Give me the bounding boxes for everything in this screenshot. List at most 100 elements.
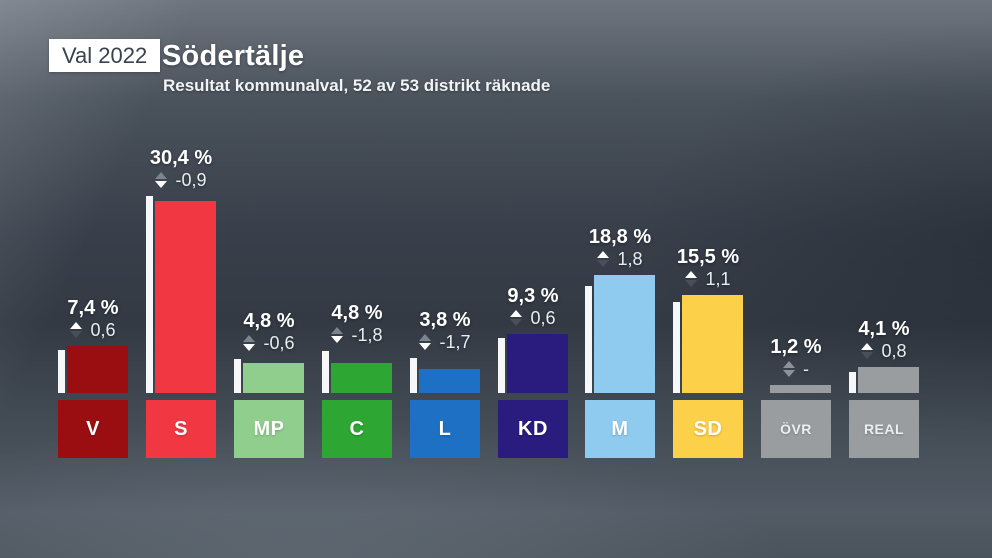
change-value: 0,6 [90, 320, 116, 340]
chart-subtitle: Resultat kommunalval, 52 av 53 distrikt … [163, 76, 551, 95]
value-labels: 4,1 % 0,8 [824, 318, 944, 361]
up-triangle-icon [331, 327, 344, 334]
trend-arrow-icon [419, 334, 432, 350]
party-column: 18,8 % 1,8 M [585, 0, 655, 558]
down-triangle-icon [243, 344, 256, 351]
party-label: ÖVR [761, 400, 831, 458]
party-label: SD [673, 400, 743, 458]
value-labels: 3,8 % -1,7 [385, 309, 505, 352]
change-value: 1,8 [617, 249, 643, 269]
change-value: - [803, 359, 809, 379]
previous-result-marker-icon [849, 372, 856, 393]
value-labels: 15,5 % 1,1 [648, 246, 768, 289]
up-triangle-icon [419, 334, 432, 341]
trend-arrow-icon [597, 251, 610, 267]
value-labels: 1,2 % - [736, 336, 856, 379]
down-triangle-icon [597, 260, 610, 267]
up-triangle-icon [861, 343, 874, 350]
trend-arrow-icon [331, 327, 344, 343]
change-value: -1,8 [351, 325, 383, 345]
down-triangle-icon [155, 181, 168, 188]
result-bar [682, 295, 743, 393]
result-bar [331, 363, 392, 393]
up-triangle-icon [510, 310, 523, 317]
down-triangle-icon [783, 370, 795, 377]
up-triangle-icon [597, 251, 610, 258]
previous-result-marker-icon [58, 350, 65, 393]
previous-result-marker-icon [234, 359, 241, 393]
party-label: V [58, 400, 128, 458]
change-row: -1,7 [385, 332, 505, 352]
election-year-badge: Val 2022 [49, 39, 161, 72]
down-triangle-icon [685, 280, 698, 287]
party-label: KD [498, 400, 568, 458]
party-label: MP [234, 400, 304, 458]
party-column: 30,4 % -0,9 S [146, 0, 216, 558]
party-column: 7,4 % 0,6 V [58, 0, 128, 558]
party-column: 4,1 % 0,8 REAL [849, 0, 919, 558]
party-label: L [410, 400, 480, 458]
value-labels: 9,3 % 0,6 [473, 285, 593, 328]
down-triangle-icon [510, 319, 523, 326]
party-column: 4,8 % -1,8 C [322, 0, 392, 558]
previous-result-marker-icon [410, 358, 417, 393]
change-value: 1,1 [705, 269, 731, 289]
up-triangle-icon [155, 172, 168, 179]
down-triangle-icon [331, 336, 344, 343]
change-row: 1,1 [648, 269, 768, 289]
trend-arrow-icon [685, 271, 698, 287]
result-percentage: 9,3 % [507, 285, 559, 307]
change-row: 0,6 [473, 308, 593, 328]
result-bar [594, 275, 655, 393]
result-percentage: 7,4 % [67, 297, 119, 319]
change-value: -0,9 [175, 170, 207, 190]
result-bar [155, 201, 216, 393]
party-column: 9,3 % 0,6 KD [498, 0, 568, 558]
previous-result-marker-icon [498, 338, 505, 393]
up-triangle-icon [783, 361, 795, 368]
result-bar [67, 346, 128, 393]
down-triangle-icon [70, 331, 83, 338]
change-value: -1,7 [439, 332, 471, 352]
result-percentage: 30,4 % [149, 147, 213, 169]
value-labels: 18,8 % 1,8 [560, 226, 680, 269]
party-label: M [585, 400, 655, 458]
trend-arrow-icon [783, 361, 795, 377]
result-percentage: 4,8 % [243, 310, 295, 332]
value-labels: 30,4 % -0,9 [121, 147, 241, 190]
result-percentage: 18,8 % [588, 226, 652, 248]
change-row: 1,8 [560, 249, 680, 269]
trend-arrow-icon [70, 322, 83, 338]
result-bar [243, 363, 304, 393]
party-label: C [322, 400, 392, 458]
change-row: -1,8 [297, 325, 417, 345]
result-bar [507, 334, 568, 393]
result-bar [419, 369, 480, 393]
value-labels: 7,4 % 0,6 [33, 297, 153, 340]
change-row: - [736, 359, 856, 379]
result-percentage: 3,8 % [419, 309, 471, 331]
down-triangle-icon [419, 343, 432, 350]
change-value: 0,8 [881, 341, 907, 361]
trend-arrow-icon [861, 343, 874, 359]
party-column: 3,8 % -1,7 L [410, 0, 480, 558]
trend-arrow-icon [243, 335, 256, 351]
trend-arrow-icon [510, 310, 523, 326]
up-triangle-icon [243, 335, 256, 342]
change-value: 0,6 [530, 308, 556, 328]
previous-result-marker-icon [585, 286, 592, 393]
previous-result-marker-icon [322, 351, 329, 393]
result-percentage: 4,8 % [331, 302, 383, 324]
party-column: 4,8 % -0,6 MP [234, 0, 304, 558]
previous-result-marker-icon [673, 302, 680, 393]
party-column: 1,2 % - ÖVR [761, 0, 831, 558]
result-percentage: 1,2 % [770, 336, 822, 358]
change-row: -0,6 [209, 333, 329, 353]
trend-arrow-icon [155, 172, 168, 188]
down-triangle-icon [861, 352, 874, 359]
change-row: 0,6 [33, 320, 153, 340]
change-value: -0,6 [263, 333, 295, 353]
result-bar [858, 367, 919, 393]
